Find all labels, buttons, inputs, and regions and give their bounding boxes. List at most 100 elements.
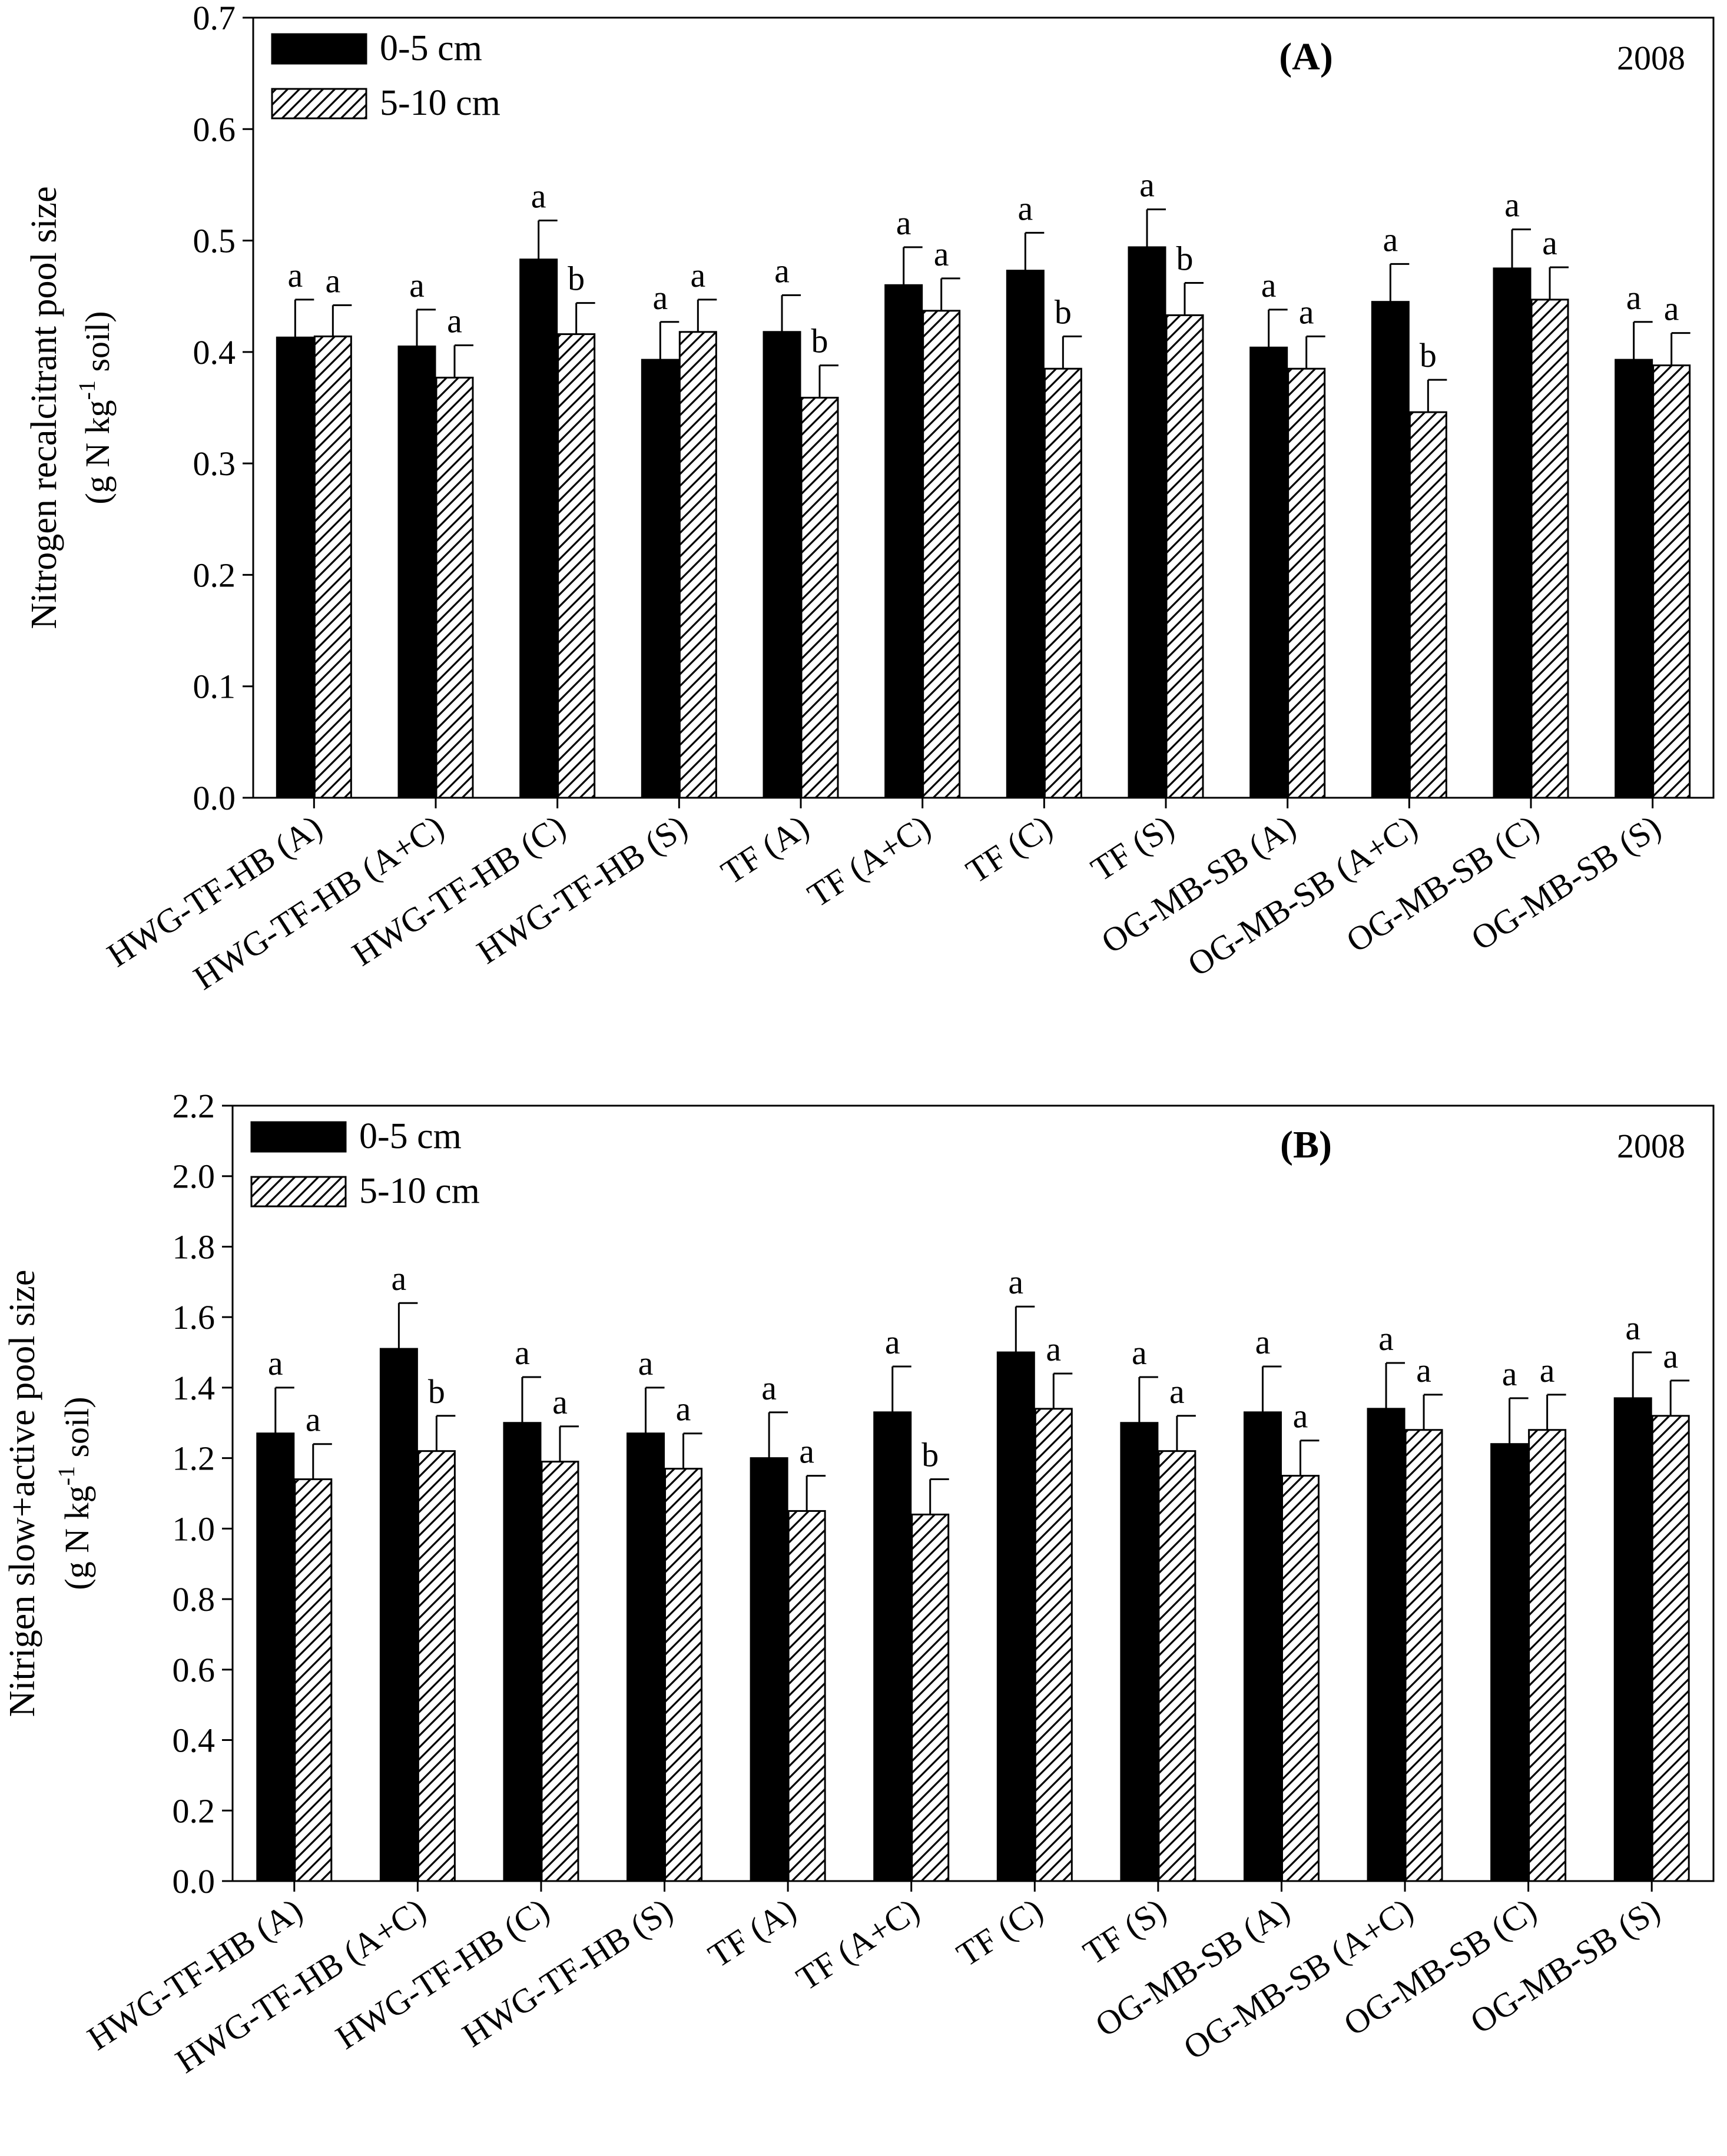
panel-a-bar-5-10cm	[557, 333, 596, 799]
panel-b-bar-0-5cm	[996, 1351, 1035, 1882]
panel-a-year-label: 2008	[1617, 39, 1685, 77]
panel-b-y-tick-label: 0.8	[173, 1580, 216, 1618]
panel-a-bar-5-10cm	[1287, 367, 1326, 799]
panel-b-significance-letter: a	[799, 1432, 814, 1471]
panel-a-panel-label: (A)	[1279, 35, 1333, 78]
panel-b-bar-0-5cm	[1613, 1397, 1652, 1882]
panel-b-bar-5-10cm	[541, 1461, 579, 1882]
panel-b-y-tick-label: 1.0	[173, 1510, 216, 1548]
panel-b-bar-0-5cm	[379, 1348, 418, 1882]
panel-b-significance-letter: a	[1378, 1319, 1394, 1358]
panel-b-y-tick-label: 0.4	[173, 1722, 216, 1760]
panel-a-significance-letter: b	[1420, 336, 1437, 374]
panel-b-significance-letter: a	[885, 1323, 900, 1361]
panel-a-bar-0-5cm	[519, 258, 558, 799]
panel-a-significance-letter: a	[1139, 166, 1155, 204]
panel-a-plot-frame	[252, 16, 1715, 799]
panel-a-bar-0-5cm	[1128, 246, 1166, 799]
panel-b-x-category-label: TF (A+C)	[790, 1890, 926, 1998]
panel-a-significance-letter: a	[774, 251, 790, 290]
panel-b-significance-letter: a	[268, 1344, 283, 1382]
panel-a-bar-5-10cm	[1530, 298, 1569, 799]
panel-b-x-category-label: TF (S)	[1076, 1890, 1173, 1972]
panel-a-significance-letter: a	[896, 204, 911, 242]
panel-a-significance-letter: b	[1176, 240, 1194, 278]
panel-a-significance-letter: a	[447, 302, 462, 340]
panel-b-y-tick-label: 1.2	[173, 1439, 216, 1478]
panel-a-y-tick-label: 0.0	[193, 779, 236, 817]
panel-b-y-tick-label: 2.2	[173, 1087, 216, 1125]
panel-a-bar-0-5cm	[1249, 346, 1288, 799]
panel-a-significance-letter: a	[1664, 290, 1679, 328]
panel-a-bar-0-5cm	[1371, 301, 1410, 799]
panel-a-bar-5-10cm	[678, 331, 717, 799]
panel-b-panel-label: (B)	[1280, 1123, 1332, 1166]
panel-b-significance-letter: b	[921, 1436, 939, 1474]
panel-b-bar-0-5cm	[1490, 1443, 1529, 1882]
panel-b-significance-letter: a	[676, 1390, 691, 1428]
panel-a-y-tick-label: 0.2	[193, 556, 236, 594]
panel-b-bar-0-5cm	[750, 1457, 788, 1882]
panel-b-y-axis-units-superscript: -1	[53, 1466, 79, 1485]
panel-b-y-tick-label: 2.0	[173, 1157, 216, 1196]
panel-a-y-tick-label: 0.7	[193, 0, 236, 37]
panel-b-x-category-label: HWG-TF-HB (C)	[329, 1890, 556, 2057]
panel-a-significance-letter: a	[1504, 186, 1520, 224]
panel-a-bar-0-5cm	[884, 284, 923, 799]
panel-b-chart: 0.0 0.2 0.4 0.6 0.8 1.0 1.2 1.4 1.6 1.8 2.0 2.2 Nitr…	[2, 1087, 1715, 2081]
panel-b-significance-letter: a	[392, 1259, 407, 1298]
panel-a-significance-letter: b	[1055, 293, 1072, 331]
panel-b-significance-letter: a	[306, 1401, 321, 1439]
panel-a-x-category-label: TF (C)	[959, 807, 1059, 890]
panel-a-x-category-label: HWG-TF-HB (S)	[470, 807, 694, 971]
panel-a-significance-letter: a	[325, 261, 340, 300]
panel-b-y-tick-label: 0.0	[173, 1862, 216, 1900]
panel-b-year-label: 2008	[1617, 1127, 1685, 1165]
panel-a-bar-0-5cm	[397, 345, 436, 799]
panel-b-y-tick-label: 1.4	[173, 1369, 216, 1407]
panel-b-significance-letter: a	[1663, 1337, 1678, 1375]
panel-a-y-axis-units-tail: soil)	[78, 311, 117, 380]
panel-a-legend-label-0-5cm: 0-5 cm	[380, 28, 482, 68]
panel-b-significance-letter: a	[1293, 1397, 1308, 1435]
panel-b-bar-0-5cm	[627, 1432, 665, 1882]
panel-b-significance-letter: a	[1416, 1351, 1431, 1389]
panel-b-y-axis-units-text: (g N kg	[58, 1485, 96, 1590]
panel-a-legend-label-5-10cm: 5-10 cm	[380, 83, 500, 123]
panel-b-bar-5-10cm	[1281, 1475, 1320, 1882]
panel-b-significance-letter: a	[552, 1383, 568, 1421]
panel-a-significance-letter: a	[1261, 266, 1277, 304]
panel-a-significance-letter: a	[690, 256, 705, 294]
panel-b-significance-letter: a	[1540, 1351, 1555, 1389]
panel-a-bar-0-5cm	[641, 359, 679, 799]
panel-b-significance-letter: a	[1625, 1309, 1640, 1347]
panel-b-y-axis-units: (g N kg-1 soil)	[53, 1397, 96, 1590]
panel-a-x-category-label: TF (S)	[1084, 807, 1181, 888]
panel-b-x-category-label: TF (A)	[701, 1890, 803, 1975]
panel-a-chart: 0.0 0.1 0.2 0.3 0.4 0.5 0.6 0.7 Nitrogen recalci…	[24, 0, 1715, 997]
panel-b-bar-0-5cm	[256, 1432, 295, 1882]
panel-b-bar-5-10cm	[1158, 1450, 1196, 1882]
panel-b-significance-letter: a	[1502, 1355, 1517, 1393]
panel-a-bar-0-5cm	[763, 331, 801, 799]
panel-b-legend-label-5-10cm: 5-10 cm	[359, 1171, 480, 1211]
panel-b-x-category-label: OG-MB-SB (A+C)	[1176, 1890, 1420, 2067]
panel-a-bar-5-10cm	[435, 376, 474, 799]
panel-a-significance-letter: b	[811, 322, 828, 360]
panel-b-significance-letter: a	[1255, 1323, 1271, 1361]
panel-b-bar-5-10cm	[417, 1450, 456, 1882]
panel-b-legend-label-0-5cm: 0-5 cm	[359, 1116, 462, 1156]
panel-a-bar-5-10cm	[1165, 314, 1204, 799]
panel-b-y-tick-label: 0.6	[173, 1651, 216, 1689]
panel-b-bar-0-5cm	[1120, 1422, 1159, 1882]
panel-a-bar-5-10cm	[1043, 367, 1082, 799]
panel-b-bar-5-10cm	[1034, 1408, 1073, 1882]
panel-a-significance-letter: a	[1299, 293, 1314, 331]
panel-a-significance-letter: a	[1017, 189, 1033, 227]
panel-a-significance-letter: a	[1626, 278, 1642, 317]
panel-a-y-tick-label: 0.6	[193, 110, 236, 148]
panel-b-bar-5-10cm	[664, 1468, 703, 1882]
panel-b-y-axis-title: Nitrigen slow+active pool size	[2, 1270, 42, 1717]
panel-a-significance-letter: a	[287, 256, 303, 294]
